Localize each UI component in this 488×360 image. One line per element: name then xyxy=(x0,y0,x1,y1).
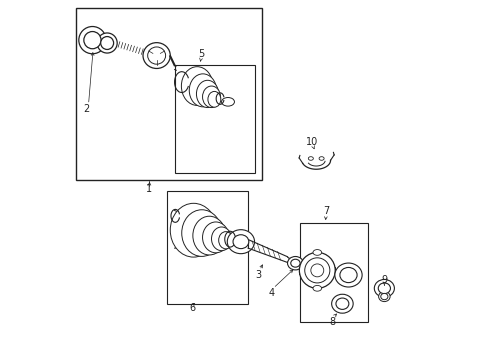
Ellipse shape xyxy=(335,298,348,309)
Text: 2: 2 xyxy=(83,104,90,114)
Ellipse shape xyxy=(221,98,234,106)
Ellipse shape xyxy=(182,210,222,256)
Ellipse shape xyxy=(189,74,216,107)
Text: 5: 5 xyxy=(198,49,204,59)
Ellipse shape xyxy=(142,42,170,68)
Ellipse shape xyxy=(380,293,387,300)
Ellipse shape xyxy=(378,283,389,294)
Ellipse shape xyxy=(312,285,321,291)
Ellipse shape xyxy=(287,256,303,270)
Text: 1: 1 xyxy=(146,184,152,194)
Text: 7: 7 xyxy=(323,206,329,216)
Text: 3: 3 xyxy=(255,270,262,280)
Ellipse shape xyxy=(218,231,233,249)
Ellipse shape xyxy=(227,230,254,254)
Ellipse shape xyxy=(97,33,117,53)
Ellipse shape xyxy=(207,91,221,107)
Ellipse shape xyxy=(202,222,228,253)
Ellipse shape xyxy=(147,47,165,64)
Text: 6: 6 xyxy=(189,303,195,314)
Ellipse shape xyxy=(319,157,324,160)
Ellipse shape xyxy=(308,157,313,160)
Ellipse shape xyxy=(196,80,218,108)
Ellipse shape xyxy=(170,203,217,257)
Ellipse shape xyxy=(312,249,321,255)
Bar xyxy=(174,65,255,173)
Text: 9: 9 xyxy=(381,275,386,285)
Ellipse shape xyxy=(202,86,220,108)
Ellipse shape xyxy=(339,267,356,283)
Bar xyxy=(167,191,247,304)
Bar xyxy=(76,8,262,180)
Text: 10: 10 xyxy=(305,138,317,147)
Ellipse shape xyxy=(83,32,101,49)
Text: 4: 4 xyxy=(268,288,274,298)
Ellipse shape xyxy=(290,259,300,267)
Ellipse shape xyxy=(101,37,113,49)
Ellipse shape xyxy=(334,263,362,287)
Ellipse shape xyxy=(373,279,394,297)
Ellipse shape xyxy=(299,252,335,288)
Ellipse shape xyxy=(233,235,248,249)
Ellipse shape xyxy=(192,216,225,255)
Ellipse shape xyxy=(378,292,389,302)
Ellipse shape xyxy=(211,227,231,251)
Ellipse shape xyxy=(79,27,106,54)
Bar xyxy=(300,223,367,321)
Ellipse shape xyxy=(331,294,352,313)
Text: 8: 8 xyxy=(328,317,334,327)
Ellipse shape xyxy=(304,258,329,283)
Ellipse shape xyxy=(181,67,212,105)
Ellipse shape xyxy=(310,264,323,277)
